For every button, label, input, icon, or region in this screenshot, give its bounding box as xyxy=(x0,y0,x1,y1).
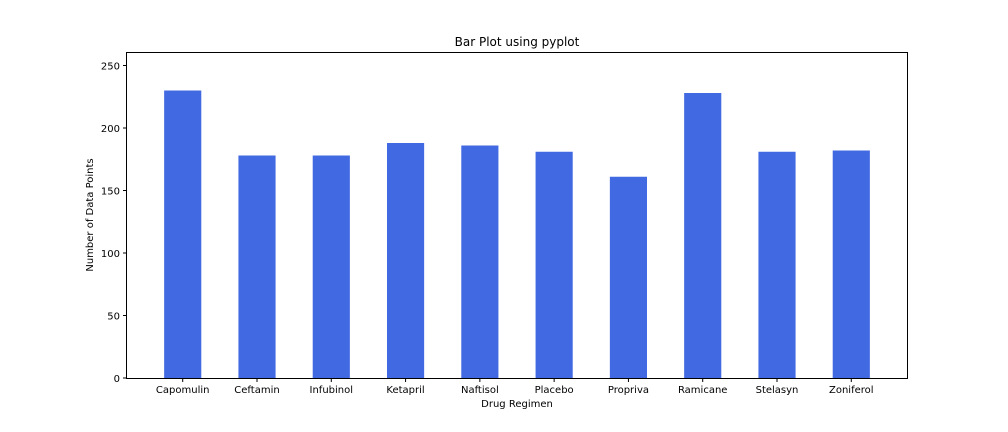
bar-propriva xyxy=(609,176,647,378)
y-tick-label: 200 xyxy=(101,124,120,135)
x-tick-label: Propriva xyxy=(608,385,649,396)
bar-zoniferol xyxy=(832,150,870,378)
bar-ketapril xyxy=(387,143,425,378)
y-tick-label: 50 xyxy=(107,312,120,323)
y-axis-ticks: 0 50 100 150 200 250 xyxy=(101,62,127,385)
bar-placebo xyxy=(535,151,573,378)
bar-ramicane xyxy=(684,93,722,378)
bars-group xyxy=(164,90,870,378)
x-axis-ticks: Capomulin Ceftamin Infubinol Ketapril Naftis… xyxy=(156,378,874,396)
y-tick-label: 150 xyxy=(101,187,120,198)
bar-capomulin xyxy=(164,90,202,378)
x-axis-label: Drug Regimen xyxy=(481,399,553,410)
y-tick-label: 100 xyxy=(101,249,120,260)
chart-title: Bar Plot using pyplot xyxy=(455,35,580,49)
x-tick-label: Infubinol xyxy=(310,385,354,396)
x-tick-label: Capomulin xyxy=(156,385,210,396)
x-tick-label: Naftisol xyxy=(461,385,499,396)
bar-ceftamin xyxy=(238,155,276,378)
y-tick-label: 250 xyxy=(101,62,120,73)
x-tick-label: Ketapril xyxy=(386,385,424,396)
x-tick-label: Ramicane xyxy=(678,385,728,396)
plot-frame xyxy=(126,52,908,379)
bar-infubinol xyxy=(312,155,350,378)
x-tick-label: Placebo xyxy=(535,385,574,396)
x-tick-label: Zoniferol xyxy=(829,385,874,396)
bar-stelasyn xyxy=(758,151,796,378)
x-tick-label: Ceftamin xyxy=(234,385,279,396)
x-tick-label: Stelasyn xyxy=(756,385,799,396)
y-tick-label: 0 xyxy=(114,374,120,385)
y-axis-label: Number of Data Points xyxy=(85,158,96,271)
bar-naftisol xyxy=(461,145,499,378)
